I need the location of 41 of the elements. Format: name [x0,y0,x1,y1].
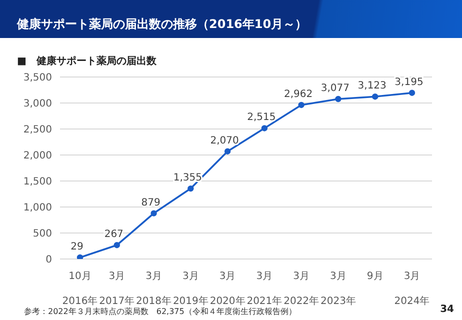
point [76,254,84,259]
data-label: 3,195 [394,76,424,88]
category-label: 3月 2022年 [284,271,320,307]
point [298,102,304,108]
data-label: 3,123 [358,80,386,92]
point [335,96,342,102]
y-tick-label: 1,500 [23,176,52,188]
data-label: 2,515 [247,112,276,124]
text: 参考：2022年３月末時点の薬局数 62,375（令和４年度衛生行政報告例） [24,306,296,317]
category-label: 3月 2019年 [172,271,208,307]
y-tick-label: 1,000 [23,202,52,214]
text: 34 [440,304,454,315]
category-label: 3月 2021年 [246,271,282,307]
category-label: 3月 2018年 [136,271,172,307]
y-tick-label: 0 [46,254,52,266]
data-label: 2,070 [210,135,239,146]
category-label: 3月 2017年 [99,271,135,307]
chart-subtitle: ■ 健康サポート薬局の届出数 [17,54,156,68]
point [408,90,416,96]
x-tick-label: 9月 [366,271,384,282]
category-label: 3月 2023年 [320,271,356,307]
y-tick-label: 3,000 [23,98,52,110]
y-tick-label: 3,500 [23,72,52,84]
point [150,210,157,216]
y-tick-label: 2,000 [23,150,52,162]
category-label: 3月 2024年 [394,271,430,307]
y-tick-label: 2,500 [23,124,52,136]
chart-title: 健康サポート薬局の届出数の推移（2016年10月～） [17,16,308,33]
data-label: 267 [104,229,124,240]
data-label: 29 [70,241,84,252]
point [224,148,231,154]
y-tick-label: 500 [32,228,52,240]
point [188,185,194,192]
point [372,94,378,100]
category-label: 3月 2020年 [210,271,246,307]
point [261,125,268,132]
data-label: 2,962 [284,88,313,100]
data-label: 879 [141,197,160,208]
category-label: 10月 2016年 [62,271,98,307]
point [114,242,120,248]
data-label: 3,077 [320,82,350,94]
